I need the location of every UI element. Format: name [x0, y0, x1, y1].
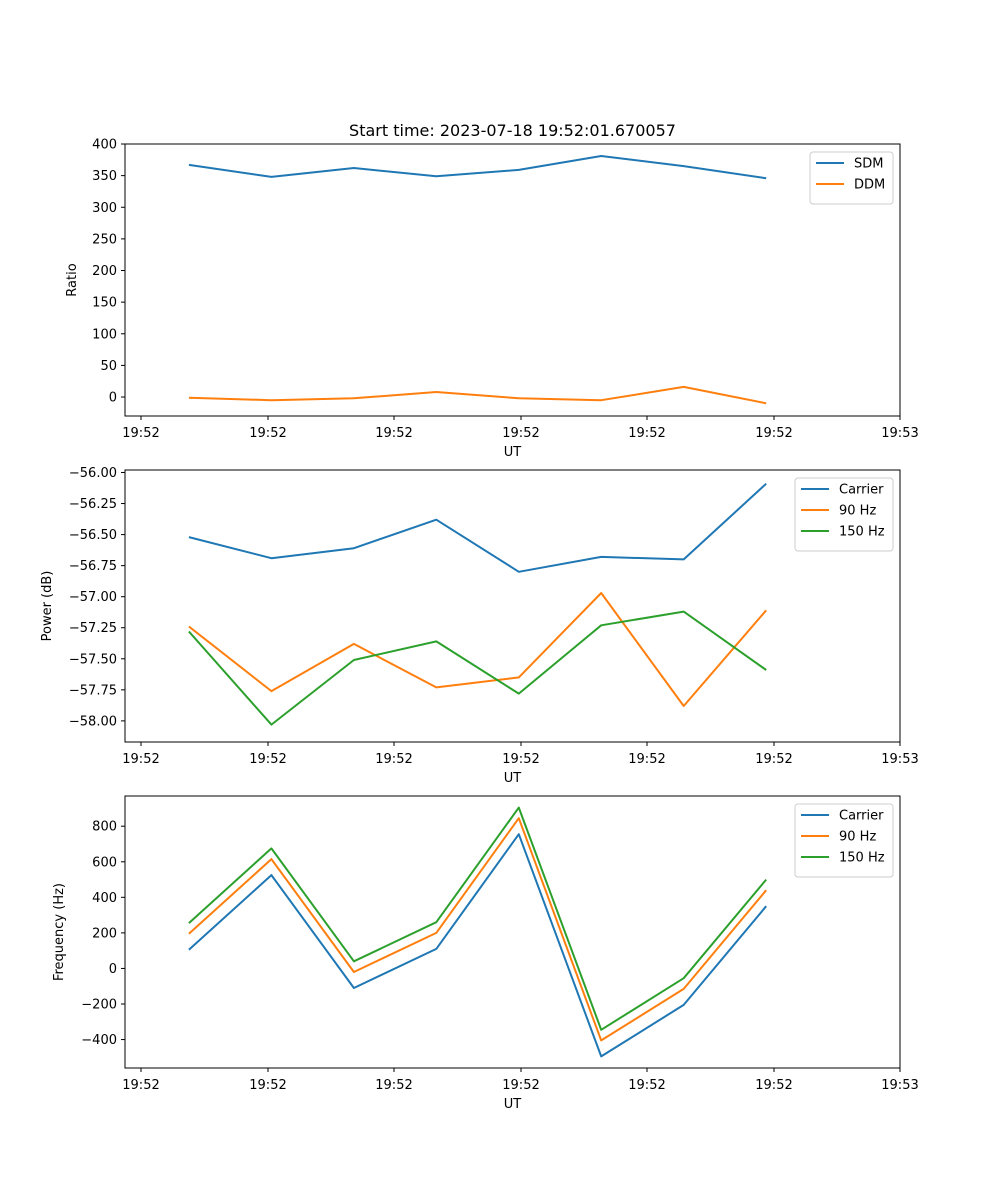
y-tick-label: 50 [100, 359, 117, 374]
series-line-90-hz [188, 817, 767, 1042]
axes-frame [124, 143, 901, 417]
y-tick-label: 350 [92, 169, 117, 184]
y-tick-label: −58.00 [69, 714, 117, 729]
series-line-carrier [188, 833, 767, 1058]
y-tick-label: 200 [92, 264, 117, 279]
y-axis-label: Power (dB) [40, 571, 55, 642]
x-tick-label: 19:52 [755, 752, 792, 767]
axes-frame [124, 795, 901, 1069]
x-axis-label: UT [504, 771, 522, 786]
x-tick-label: 19:52 [249, 1078, 286, 1093]
y-tick-label: 150 [92, 296, 117, 311]
x-tick-label: 19:52 [249, 752, 286, 767]
x-tick-label: 19:52 [502, 752, 539, 767]
y-tick-label: 0 [109, 391, 117, 406]
series-line-sdm [188, 155, 767, 180]
x-tick-label: 19:52 [375, 426, 412, 441]
y-tick-label: −57.25 [69, 621, 117, 636]
x-tick-label: 19:52 [122, 426, 159, 441]
y-tick-label: 600 [92, 855, 117, 870]
legend-entry: 90 Hz [839, 830, 876, 845]
x-tick-label: 19:52 [628, 752, 665, 767]
y-tick-label: 800 [92, 820, 117, 835]
legend: Carrier 90 Hz 150 Hz [794, 803, 894, 878]
legend-frame [794, 803, 894, 878]
chart-panel-2: −58.00 −57.75 −57.50 −57.25 −57.00 −56.75 −56.… [40, 466, 919, 786]
legend: Carrier 90 Hz 150 Hz [794, 477, 894, 552]
y-tick-label: −56.25 [69, 497, 117, 512]
y-tick-label: 250 [92, 232, 117, 247]
legend-frame [809, 151, 894, 205]
legend-entry: 90 Hz [839, 504, 876, 519]
axes-frame [124, 469, 901, 743]
x-tick-label: 19:52 [755, 1078, 792, 1093]
x-tick-label: 19:52 [122, 1078, 159, 1093]
legend: SDM DDM [809, 151, 894, 205]
x-tick-label: 19:52 [628, 426, 665, 441]
x-tick-label: 19:52 [375, 1078, 412, 1093]
legend-entry: SDM [854, 157, 883, 172]
legend-entry: Carrier [839, 809, 884, 824]
y-tick-label: −56.00 [69, 466, 117, 481]
y-tick-label: −57.50 [69, 652, 117, 667]
chart-title: Start time: 2023-07-18 19:52:01.670057 [349, 121, 676, 140]
x-tick-label: 19:53 [881, 426, 918, 441]
series-line-150-hz [188, 806, 767, 1031]
x-axis-label: UT [504, 1097, 522, 1112]
x-tick-label: 19:52 [375, 752, 412, 767]
y-axis-label: Frequency (Hz) [52, 883, 67, 981]
y-tick-label: −56.50 [69, 528, 117, 543]
y-tick-label: 400 [92, 138, 117, 153]
series-line-ddm [188, 385, 767, 405]
y-tick-label: −200 [81, 998, 117, 1013]
legend-frame [794, 477, 894, 552]
series-line-150-hz [188, 610, 767, 726]
y-tick-label: 400 [92, 891, 117, 906]
series-line-90-hz [188, 592, 767, 707]
chart-panel-1: Start time: 2023-07-18 19:52:01.670057 0 5… [65, 121, 919, 460]
x-tick-label: 19:52 [502, 426, 539, 441]
y-tick-label: −57.00 [69, 590, 117, 605]
x-tick-label: 19:52 [628, 1078, 665, 1093]
x-tick-label: 19:53 [881, 752, 918, 767]
x-tick-label: 19:52 [249, 426, 286, 441]
y-tick-label: −400 [81, 1033, 117, 1048]
y-tick-label: 200 [92, 926, 117, 941]
series-line-carrier [188, 482, 767, 573]
y-tick-label: 0 [109, 962, 117, 977]
x-tick-label: 19:52 [755, 426, 792, 441]
legend-entry: Carrier [839, 483, 884, 498]
legend-entry: DDM [854, 178, 885, 193]
legend-entry: 150 Hz [839, 525, 885, 540]
x-tick-label: 19:53 [881, 1078, 918, 1093]
y-tick-label: 100 [92, 327, 117, 342]
x-axis-label: UT [504, 445, 522, 460]
chart-panel-3: −400 −200 0 200 400 600 800 19:52 19:52 19:52 19:5… [52, 795, 919, 1112]
x-tick-label: 19:52 [122, 752, 159, 767]
y-axis-label: Ratio [65, 263, 80, 296]
legend-entry: 150 Hz [839, 851, 885, 866]
x-tick-label: 19:52 [502, 1078, 539, 1093]
y-tick-label: −57.75 [69, 683, 117, 698]
y-tick-label: 300 [92, 201, 117, 216]
y-tick-label: −56.75 [69, 559, 117, 574]
